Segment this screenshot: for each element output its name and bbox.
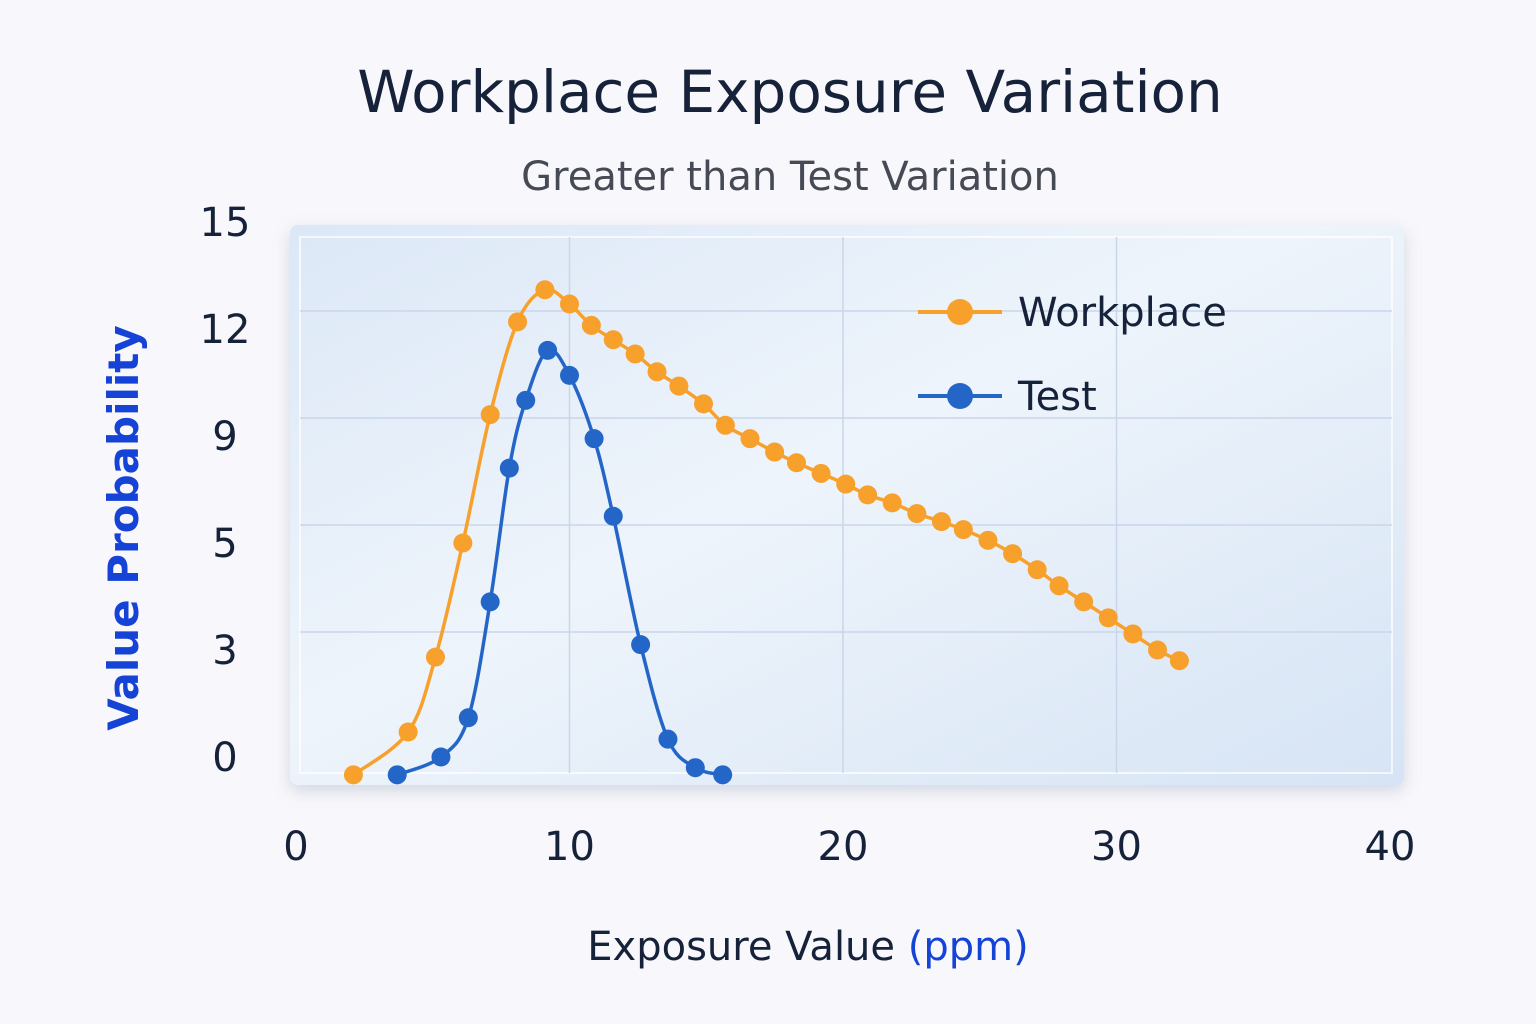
- legend: Workplace Test: [918, 290, 1227, 420]
- y-axis-label: Value Probability: [99, 325, 148, 730]
- data-point-test-2: [458, 708, 478, 728]
- data-point-test-3: [480, 592, 500, 612]
- data-point-workplace-16: [765, 442, 785, 462]
- y-tick-label-0: 0: [212, 735, 237, 781]
- x-tick-label-20: 20: [818, 824, 869, 870]
- data-point-workplace-17: [787, 453, 807, 473]
- legend-marker-test: [947, 383, 973, 409]
- data-point-workplace-32: [1148, 640, 1168, 660]
- data-point-test-4: [499, 458, 519, 478]
- data-point-workplace-7: [560, 294, 579, 314]
- y-tick-label-15: 15: [200, 200, 251, 246]
- data-point-workplace-1: [398, 722, 418, 742]
- data-point-test-11: [658, 729, 678, 749]
- data-point-test-1: [431, 747, 451, 767]
- data-point-workplace-20: [858, 485, 878, 505]
- legend-item-workplace: Workplace: [918, 290, 1227, 336]
- data-point-workplace-10: [625, 344, 645, 364]
- data-point-workplace-30: [1098, 608, 1118, 628]
- series-line-test: [395, 347, 725, 777]
- y-tick-label-5: 5: [212, 521, 237, 567]
- data-point-workplace-11: [647, 362, 667, 382]
- data-point-workplace-24: [953, 520, 973, 540]
- x-axis-label: Exposure Value (ppm): [587, 924, 1028, 970]
- data-point-workplace-12: [669, 376, 689, 396]
- series-layer: [343, 280, 1189, 785]
- data-point-workplace-27: [1027, 560, 1047, 580]
- y-tick-label-3: 3: [212, 628, 237, 674]
- x-tick-label-40: 40: [1365, 824, 1416, 870]
- data-point-test-12: [685, 758, 705, 778]
- x-axis-label-unit: (ppm): [908, 924, 1029, 970]
- y-axis-ticks: 0 3 5 9 12 15: [200, 200, 251, 781]
- x-tick-label-10: 10: [544, 824, 595, 870]
- data-point-workplace-8: [581, 315, 601, 335]
- legend-marker-workplace: [947, 299, 973, 325]
- x-axis-ticks: 0 10 20 30 40: [283, 824, 1415, 870]
- data-point-workplace-18: [811, 463, 831, 483]
- data-point-workplace-31: [1123, 624, 1143, 644]
- data-point-workplace-13: [694, 394, 714, 414]
- data-point-test-13: [713, 765, 733, 785]
- legend-label-test: Test: [1017, 374, 1097, 420]
- data-point-test-0: [387, 765, 407, 785]
- data-point-workplace-9: [603, 330, 623, 350]
- data-point-test-8: [584, 429, 604, 449]
- data-point-workplace-15: [740, 429, 760, 449]
- data-point-test-9: [603, 506, 623, 526]
- data-point-test-6: [538, 340, 558, 360]
- data-point-workplace-5: [508, 312, 528, 332]
- data-point-workplace-6: [535, 280, 555, 300]
- data-point-workplace-29: [1074, 592, 1094, 612]
- data-point-workplace-2: [425, 647, 445, 667]
- data-point-workplace-3: [453, 533, 473, 553]
- data-point-workplace-33: [1169, 651, 1189, 671]
- data-point-workplace-22: [907, 504, 927, 524]
- legend-label-workplace: Workplace: [1018, 290, 1227, 336]
- data-point-workplace-26: [1003, 544, 1023, 564]
- chart-subtitle: Greater than Test Variation: [521, 154, 1059, 200]
- data-point-workplace-19: [836, 474, 856, 494]
- chart-title: Workplace Exposure Variation: [357, 58, 1223, 126]
- x-axis-label-text: Exposure Value: [587, 924, 895, 970]
- data-point-test-5: [516, 390, 536, 410]
- data-point-workplace-14: [715, 415, 735, 435]
- data-point-test-7: [560, 365, 579, 385]
- legend-item-test: Test: [918, 374, 1097, 420]
- data-point-workplace-25: [978, 530, 998, 550]
- plot-area: [290, 225, 1404, 785]
- y-tick-label-9: 9: [212, 414, 237, 460]
- y-tick-label-12: 12: [200, 307, 251, 353]
- data-point-workplace-4: [480, 405, 500, 425]
- data-point-workplace-28: [1049, 576, 1069, 596]
- plot-area-border: [299, 236, 1393, 774]
- data-point-workplace-21: [882, 493, 902, 513]
- data-point-workplace-0: [343, 765, 363, 785]
- data-point-workplace-23: [931, 512, 951, 532]
- x-tick-label-30: 30: [1091, 824, 1142, 870]
- series-test: [387, 340, 733, 785]
- x-tick-label-0: 0: [283, 824, 308, 870]
- series-workplace: [343, 280, 1189, 785]
- data-point-test-10: [631, 635, 651, 655]
